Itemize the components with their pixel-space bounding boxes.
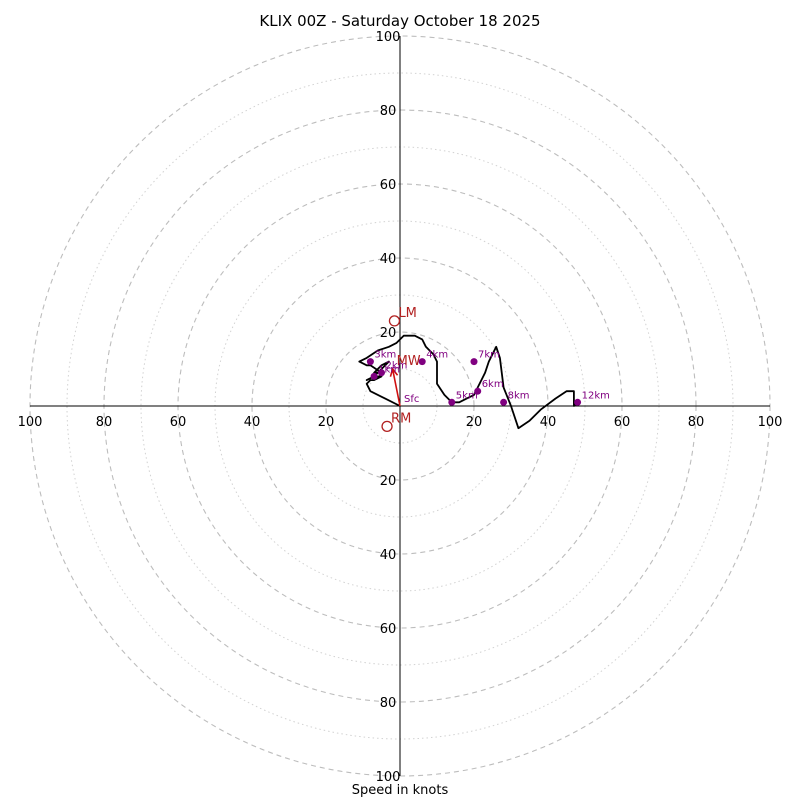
x-tick-label: 60 <box>170 415 187 430</box>
x-tick-label: 40 <box>540 415 557 430</box>
height-marker-label: 12km <box>582 390 610 401</box>
y-tick-label: 100 <box>376 30 401 45</box>
height-marker-label: 8km <box>508 390 530 401</box>
y-tick-label: 20 <box>380 474 397 489</box>
height-marker-dot <box>366 358 374 366</box>
height-marker-dot <box>418 358 426 366</box>
y-tick-label: 80 <box>380 696 397 711</box>
height-marker-label: 5km <box>456 390 478 401</box>
storm-motion-label: LM <box>398 306 416 321</box>
y-tick-label: 60 <box>380 622 397 637</box>
x-tick-label: 100 <box>758 415 783 430</box>
height-marker-dot <box>448 398 456 406</box>
x-tick-label: 40 <box>244 415 261 430</box>
height-marker-label: 7km <box>478 350 500 361</box>
x-axis-label: Speed in knots <box>351 783 449 798</box>
y-tick-label: 40 <box>380 548 397 563</box>
height-marker-dot <box>470 358 478 366</box>
x-tick-label: 100 <box>18 415 43 430</box>
shear-vector-arrowhead <box>389 367 399 377</box>
height-marker-label: 2km <box>386 361 408 372</box>
height-marker-dot <box>370 372 378 380</box>
storm-motion-label: MW <box>397 354 421 369</box>
y-tick-label: 40 <box>380 252 397 267</box>
height-marker-label: 3km <box>374 350 396 361</box>
x-tick-label: 80 <box>96 415 113 430</box>
x-tick-label: 60 <box>614 415 631 430</box>
storm-motion-marker <box>388 315 401 327</box>
height-marker-dot <box>574 398 582 406</box>
storm-motions: LM RM MW <box>381 306 421 433</box>
height-marker-label: 6km <box>482 379 504 390</box>
y-tick-label: 100 <box>376 770 401 785</box>
x-tick-label: 20 <box>466 415 483 430</box>
height-marker-label: 4km <box>426 350 448 361</box>
height-marker-dot <box>378 369 385 377</box>
height-marker-dot <box>474 387 482 395</box>
chart-title: KLIX 00Z - Saturday October 18 2025 <box>259 12 541 30</box>
height-marker-label: Sfc <box>404 394 419 405</box>
y-tick-label: 80 <box>380 104 397 119</box>
storm-motion-label: RM <box>391 411 411 426</box>
shear-vector-line <box>391 368 401 407</box>
y-tick-label: 60 <box>380 178 397 193</box>
height-marker-dot <box>500 398 508 406</box>
y-tick-label: 20 <box>380 326 397 341</box>
x-tick-label: 80 <box>688 415 705 430</box>
storm-motion-marker <box>381 420 393 433</box>
tick-labels: 100 80 60 40 20 20 40 60 80 100 100 80 60 40 20 20 40 60 8… <box>18 30 783 785</box>
height-marker-label: 1km <box>378 364 400 375</box>
x-tick-label: 20 <box>318 415 335 430</box>
